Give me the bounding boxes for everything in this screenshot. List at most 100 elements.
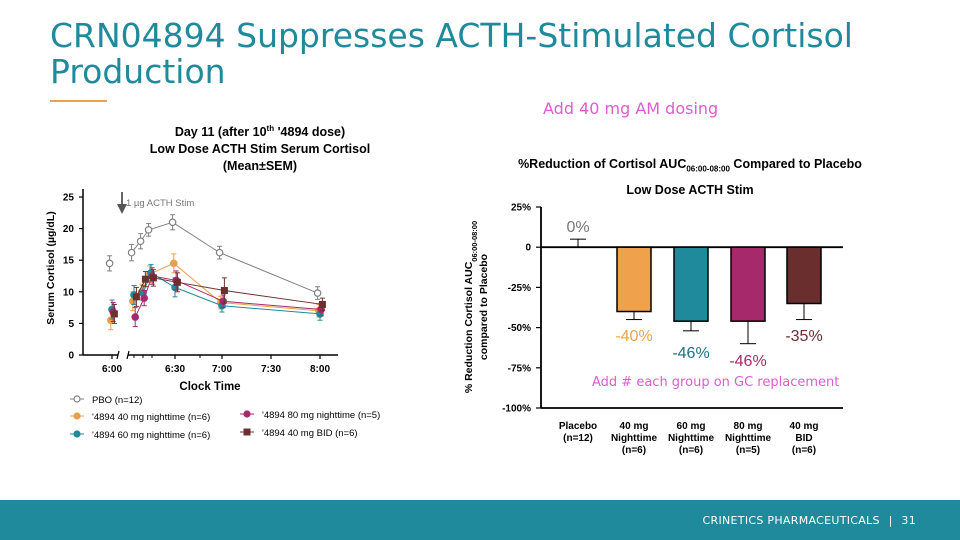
y-tick-label: 20 <box>63 224 75 235</box>
bar-chart-title-line1-pre: %Reduction of Cortisol AUC <box>518 157 687 171</box>
data-point <box>131 313 140 321</box>
legend-marker <box>73 395 81 403</box>
y-tick-label: 0 <box>525 243 531 254</box>
data-point <box>105 259 114 268</box>
y-axis-title: Serum Cortisol (µg/dL) <box>45 211 57 324</box>
legend-marker <box>243 428 251 436</box>
y-tick-label: -25% <box>508 283 531 294</box>
bar-chart-title-line1-post: Compared to Placebo <box>729 157 862 171</box>
category-label: Placebo <box>559 421 597 432</box>
category-label: (n=5) <box>736 445 760 456</box>
footer-text: CRINETICS PHARMACEUTICALS | 31 <box>703 514 916 527</box>
data-label: -35% <box>785 328 822 345</box>
line-chart-title-sup: th <box>266 124 275 133</box>
bar <box>616 246 652 313</box>
y-tick-label: -75% <box>508 363 531 374</box>
footer-bar: CRINETICS PHARMACEUTICALS | 31 <box>0 500 960 540</box>
data-label: -46% <box>672 345 709 362</box>
y-tick-label: 10 <box>63 287 75 298</box>
category-label: 40 mg <box>620 421 649 432</box>
bar <box>673 246 709 322</box>
footer-separator: | <box>888 514 893 527</box>
legend-marker <box>73 430 81 438</box>
legend-label: '4894 40 mg nighttime (n=6) <box>92 412 210 423</box>
data-point <box>136 237 145 246</box>
y-axis-title-line2: compared to Placebo <box>478 254 490 360</box>
axis-break-mark <box>116 350 120 360</box>
footer-page-number: 31 <box>901 514 916 527</box>
y-tick-label: -50% <box>508 323 531 334</box>
category-label: Nighttime <box>668 433 715 444</box>
category-label: 80 mg <box>734 421 763 432</box>
annotation-am-dosing: Add 40 mg AM dosing <box>543 99 719 118</box>
data-label: -40% <box>615 328 652 345</box>
data-point <box>141 275 149 283</box>
data-point <box>318 300 326 308</box>
x-tick-label: 7:00 <box>212 364 232 375</box>
axis-break-mark <box>126 350 130 360</box>
data-point <box>170 259 178 268</box>
category-label: 40 mg <box>790 421 819 432</box>
y-tick-label: 25 <box>63 193 75 204</box>
series-4 <box>110 269 326 324</box>
category-label: (n=6) <box>679 445 703 456</box>
category-label: (n=12) <box>563 433 593 444</box>
data-point <box>173 278 181 286</box>
legend-label: PBO (n=12) <box>92 395 142 406</box>
x-axis-title: Clock Time <box>179 381 240 393</box>
y-tick-label: 25% <box>511 203 531 214</box>
data-point <box>149 274 157 282</box>
acth-arrow-head <box>117 204 127 214</box>
category-label: (n=6) <box>622 445 646 456</box>
legend-marker <box>243 410 251 418</box>
x-tick-label: 8:00 <box>310 364 330 375</box>
title-underline <box>50 100 107 102</box>
data-point <box>110 310 118 318</box>
category-label: Nighttime <box>725 433 772 444</box>
x-tick-label: 6:30 <box>165 364 185 375</box>
y-axis-title-text: % Reduction Cortisol AUC <box>463 261 475 393</box>
data-point <box>140 294 149 302</box>
data-point <box>127 248 136 257</box>
category-label: Nighttime <box>611 433 658 444</box>
bar-chart-title: %Reduction of Cortisol AUC06:00-08:00 Co… <box>470 154 910 200</box>
footer-company: CRINETICS PHARMACEUTICALS <box>702 514 880 527</box>
x-tick-label: 6:00 <box>102 364 122 375</box>
y-tick-label: 5 <box>68 319 74 330</box>
acth-annotation: 1 µg ACTH Stim <box>126 198 194 209</box>
slide-title: CRN04894 Suppresses ACTH-Stimulated Cort… <box>50 16 853 91</box>
annotation-gc-replacement: Add # each group on GC replacement <box>592 375 840 390</box>
x-tick-label: 7:30 <box>261 364 281 375</box>
line-chart-title-line1-pre: Day 11 (after 10 <box>174 125 267 140</box>
y-tick-label: 15 <box>63 256 75 267</box>
line-chart-title-line1-post: '4894 dose) <box>274 125 346 140</box>
data-label: 0% <box>566 219 589 236</box>
legend-label: '4894 40 mg BID (n=6) <box>262 428 358 439</box>
category-label: BID <box>795 433 812 444</box>
legend-marker <box>73 412 81 420</box>
data-point <box>168 218 177 227</box>
series-0 <box>105 214 322 300</box>
data-point <box>313 289 322 297</box>
y-tick-label: -100% <box>502 404 531 415</box>
category-label: 60 mg <box>677 421 706 432</box>
bar <box>786 246 822 305</box>
y-axis-title-subscript: 06:00-08:00 <box>470 221 479 262</box>
category-label: (n=6) <box>792 445 816 456</box>
data-label: -46% <box>729 353 766 370</box>
bar-chart-title-line2: Low Dose ACTH Stim <box>626 182 754 197</box>
data-point <box>220 287 228 295</box>
data-point <box>144 226 153 234</box>
legend-label: '4894 80 mg nighttime (n=5) <box>262 410 380 421</box>
legend-label: '4894 60 mg nighttime (n=6) <box>92 430 210 441</box>
bar <box>730 246 766 322</box>
line-chart-title-line2: Low Dose ACTH Stim Serum Cortisol <box>149 142 371 157</box>
bar-chart-title-sub: 06:00-08:00 <box>686 164 730 174</box>
line-chart-title-line3: (Mean±SEM) <box>222 159 298 174</box>
line-chart-title: Day 11 (after 10th '4894 dose) Low Dose … <box>60 120 460 175</box>
y-axis-title-line1: % Reduction Cortisol AUC06:00-08:00 <box>463 221 479 393</box>
y-tick-label: 0 <box>68 351 74 362</box>
data-point <box>215 248 224 257</box>
